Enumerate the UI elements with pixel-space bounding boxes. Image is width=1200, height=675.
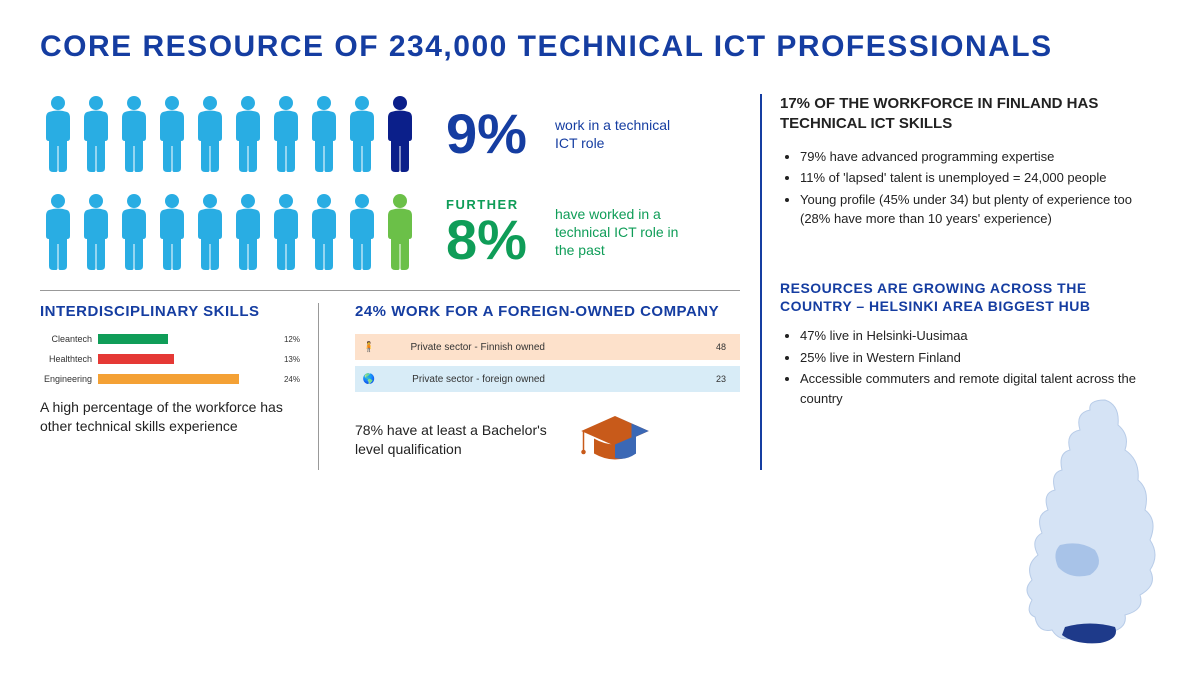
people-icons-row1	[40, 94, 418, 174]
person-icon	[230, 192, 266, 272]
skills-bar-value: 12%	[284, 335, 300, 344]
skills-heading: INTERDISCIPLINARY SKILLS	[40, 303, 300, 320]
workforce-pct: 17%	[780, 95, 810, 112]
sector-row: 🧍 Private sector - Finnish owned 48	[355, 334, 740, 360]
skills-bar-value: 24%	[284, 375, 300, 384]
sector-track	[553, 373, 702, 385]
skills-bar-row: Engineering 24%	[40, 374, 300, 384]
bullet-item: 11% of 'lapsed' talent is unemployed = 2…	[800, 168, 1160, 188]
sector-value: 23	[716, 374, 734, 384]
person-icon	[344, 94, 380, 174]
person-icon	[268, 192, 304, 272]
stat-2: FURTHER 8%	[446, 197, 527, 268]
skills-bar-fill	[98, 334, 168, 344]
person-icon	[230, 94, 266, 174]
person-icon	[382, 192, 418, 272]
skills-bar-row: Healthtech 13%	[40, 354, 300, 364]
stat-1-value: 9%	[446, 106, 527, 162]
person-icon	[40, 94, 76, 174]
horizontal-divider	[40, 290, 740, 291]
sector-icon: 🧍	[361, 342, 377, 353]
bottom-left-panels: INTERDISCIPLINARY SKILLS Cleantech 12% H…	[40, 303, 740, 470]
stat-2-value: 8%	[446, 212, 527, 268]
people-block: 9% work in a technical ICT role	[40, 94, 740, 272]
sector-track	[553, 341, 702, 353]
person-icon	[40, 192, 76, 272]
bachelor-text: 78% have at least a Bachelor's level qua…	[355, 421, 555, 459]
sector-bars: 🧍 Private sector - Finnish owned 48 🌎 Pr…	[355, 334, 740, 392]
skills-body: A high percentage of the workforce has o…	[40, 398, 300, 436]
person-icon	[154, 94, 190, 174]
skills-bar-label: Healthtech	[40, 354, 92, 364]
person-icon	[116, 94, 152, 174]
skills-bar-value: 13%	[284, 355, 300, 364]
skills-barchart: Cleantech 12% Healthtech 13% Engineering…	[40, 334, 300, 384]
skills-bar-label: Engineering	[40, 374, 92, 384]
skills-bar-track	[98, 354, 274, 364]
person-icon	[268, 94, 304, 174]
person-icon	[382, 94, 418, 174]
geo-text: RESOURCES ARE GROWING ACROSS THE COUNTRY…	[780, 279, 1160, 411]
geo-section: RESOURCES ARE GROWING ACROSS THE COUNTRY…	[780, 279, 1160, 411]
skills-bar-track	[98, 374, 274, 384]
foreign-panel: 24% WORK FOR A FOREIGN-OWNED COMPANY 🧍 P…	[337, 303, 740, 470]
bullet-item: Young profile (45% under 34) but plenty …	[800, 190, 1160, 229]
workforce-heading: 17% OF THE WORKFORCE IN FINLAND HAS TECH…	[780, 94, 1160, 135]
sector-row: 🌎 Private sector - foreign owned 23	[355, 366, 740, 392]
person-icon	[192, 94, 228, 174]
finland-map-icon	[1010, 395, 1180, 655]
foreign-pct: 24%	[355, 303, 387, 320]
workforce-heading-rest: OF THE WORKFORCE IN FINLAND HAS TECHNICA…	[780, 95, 1098, 132]
left-column: 9% work in a technical ICT role	[40, 94, 740, 470]
sector-icon: 🌎	[361, 374, 377, 385]
bullet-item: 79% have advanced programming expertise	[800, 147, 1160, 167]
people-row-past: FURTHER 8% have worked in a technical IC…	[40, 192, 740, 272]
skills-bar-fill	[98, 354, 174, 364]
foreign-heading-rest: WORK FOR A FOREIGN-OWNED COMPANY	[387, 303, 720, 320]
stat-1: 9%	[446, 106, 527, 162]
person-icon	[78, 192, 114, 272]
people-row-current: 9% work in a technical ICT role	[40, 94, 740, 174]
bullet-item: 25% live in Western Finland	[800, 348, 1160, 368]
person-icon	[306, 94, 342, 174]
stat-2-desc: have worked in a technical ICT role in t…	[555, 205, 695, 260]
people-icons-row2	[40, 192, 418, 272]
person-icon	[154, 192, 190, 272]
bullet-item: 47% live in Helsinki-Uusimaa	[800, 326, 1160, 346]
stat-1-desc: work in a technical ICT role	[555, 116, 695, 152]
person-icon	[192, 192, 228, 272]
main-layout: 9% work in a technical ICT role	[40, 94, 1160, 470]
page-title: CORE RESOURCE OF 234,000 TECHNICAL ICT P…	[40, 30, 1160, 64]
workforce-bullets: 79% have advanced programming expertise1…	[780, 147, 1160, 229]
skills-bar-label: Cleantech	[40, 334, 92, 344]
skills-bar-track	[98, 334, 274, 344]
skills-bar-row: Cleantech 12%	[40, 334, 300, 344]
person-icon	[306, 192, 342, 272]
sector-label: Private sector - Finnish owned	[385, 342, 545, 353]
skills-bar-fill	[98, 374, 239, 384]
sector-label: Private sector - foreign owned	[385, 374, 545, 385]
foreign-heading: 24% WORK FOR A FOREIGN-OWNED COMPANY	[355, 303, 740, 320]
sector-value: 48	[716, 342, 734, 352]
foreign-bottom: 78% have at least a Bachelor's level qua…	[355, 410, 740, 470]
person-icon	[78, 94, 114, 174]
person-icon	[344, 192, 380, 272]
vertical-divider	[318, 303, 319, 470]
graduation-cap-icon	[575, 410, 655, 470]
geo-heading: RESOURCES ARE GROWING ACROSS THE COUNTRY…	[780, 279, 1160, 317]
person-icon	[116, 192, 152, 272]
skills-panel: INTERDISCIPLINARY SKILLS Cleantech 12% H…	[40, 303, 300, 470]
